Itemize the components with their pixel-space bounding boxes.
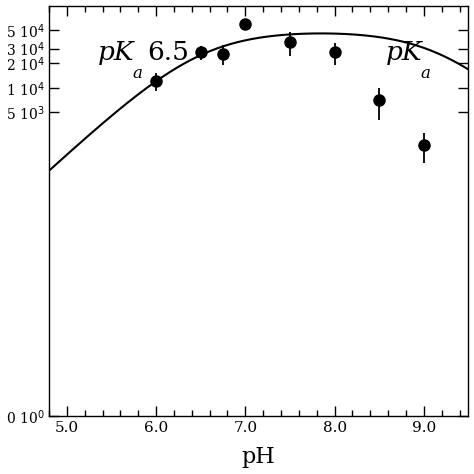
Text: a: a [132, 65, 142, 82]
Text: a: a [420, 65, 430, 82]
Text: 6.5: 6.5 [147, 40, 189, 64]
X-axis label: pH: pH [242, 447, 275, 468]
Text: pK: pK [386, 40, 423, 64]
Text: pK: pK [98, 40, 135, 64]
